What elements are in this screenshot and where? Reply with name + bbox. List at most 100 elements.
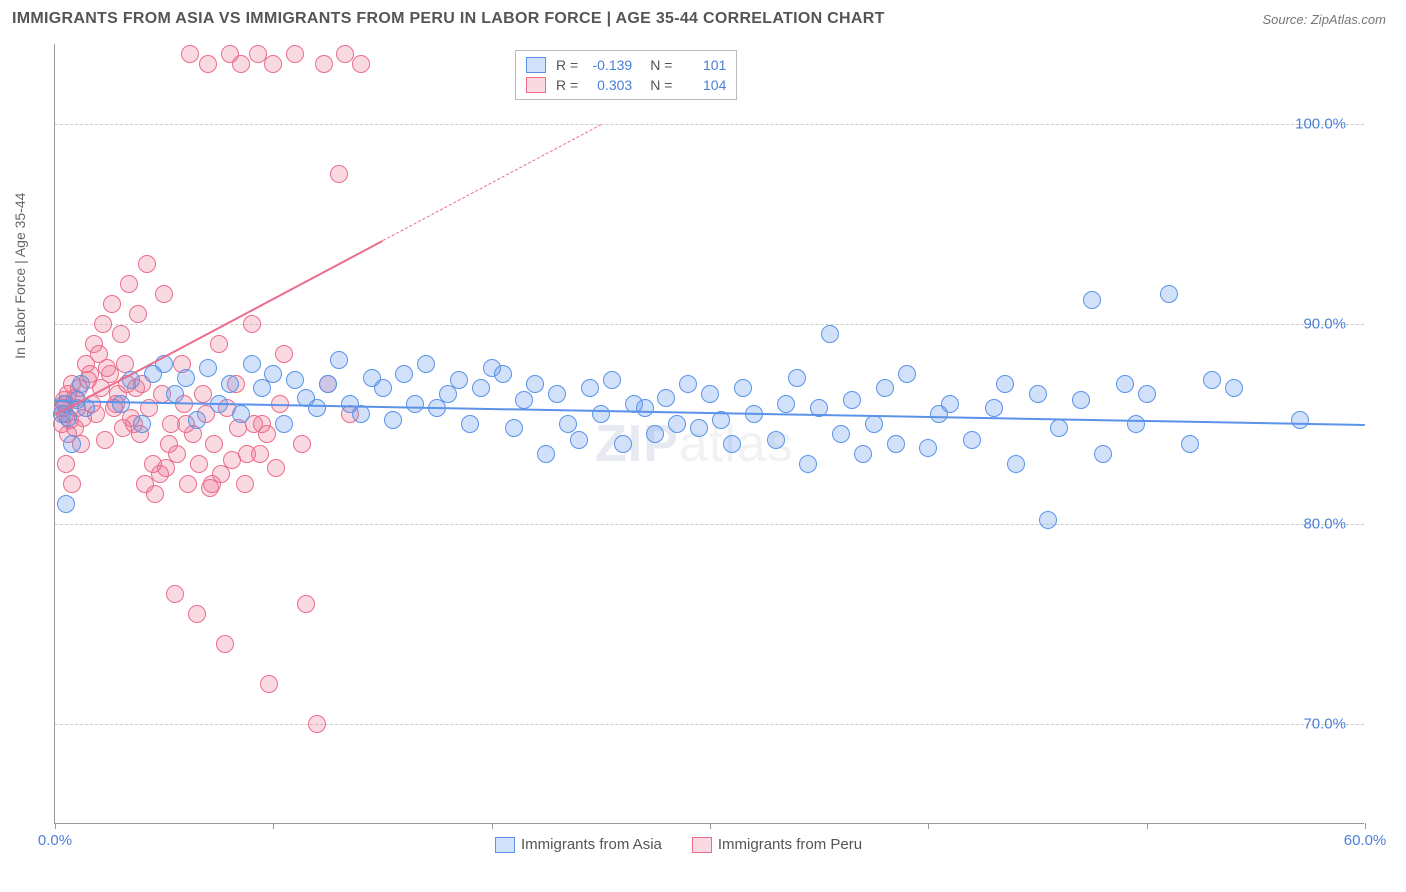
data-point-asia — [1072, 391, 1090, 409]
data-point-asia — [1127, 415, 1145, 433]
data-point-peru — [275, 345, 293, 363]
plot-area: ZIPatlas 70.0%80.0%90.0%100.0%0.0%60.0%R… — [54, 44, 1364, 824]
data-point-asia — [581, 379, 599, 397]
data-point-asia — [1094, 445, 1112, 463]
y-tick-label: 70.0% — [1303, 716, 1346, 733]
data-point-asia — [1116, 375, 1134, 393]
legend-swatch-peru — [526, 77, 546, 93]
correlation-legend: R =-0.139N =101R =0.303N =104 — [515, 50, 737, 100]
x-tick-label: 60.0% — [1344, 832, 1387, 849]
data-point-asia — [887, 435, 905, 453]
data-point-asia — [505, 419, 523, 437]
legend-item-asia: Immigrants from Asia — [495, 836, 662, 853]
data-point-asia — [734, 379, 752, 397]
series-legend: Immigrants from Asia Immigrants from Peru — [495, 836, 862, 853]
data-point-asia — [406, 395, 424, 413]
x-tick-mark — [492, 823, 493, 829]
data-point-asia — [876, 379, 894, 397]
data-point-asia — [614, 435, 632, 453]
x-tick-mark — [1147, 823, 1148, 829]
data-point-asia — [133, 415, 151, 433]
data-point-peru — [264, 55, 282, 73]
data-point-peru — [63, 475, 81, 493]
chart-container: In Labor Force | Age 35-44 ZIPatlas 70.0… — [12, 44, 1394, 864]
data-point-peru — [188, 605, 206, 623]
data-point-asia — [592, 405, 610, 423]
n-label: N = — [650, 57, 672, 73]
data-point-peru — [330, 165, 348, 183]
data-point-peru — [94, 315, 112, 333]
data-point-peru — [216, 635, 234, 653]
data-point-asia — [1083, 291, 1101, 309]
data-point-asia — [854, 445, 872, 463]
gridline-h — [55, 124, 1364, 125]
x-tick-mark — [273, 823, 274, 829]
data-point-asia — [548, 385, 566, 403]
data-point-asia — [668, 415, 686, 433]
r-value-asia: -0.139 — [584, 57, 632, 73]
data-point-asia — [112, 395, 130, 413]
x-tick-mark — [928, 823, 929, 829]
data-point-asia — [199, 359, 217, 377]
data-point-asia — [275, 415, 293, 433]
y-tick-label: 100.0% — [1295, 116, 1346, 133]
data-point-asia — [57, 495, 75, 513]
data-point-peru — [103, 295, 121, 313]
n-label: N = — [650, 77, 672, 93]
data-point-peru — [96, 431, 114, 449]
data-point-asia — [63, 435, 81, 453]
data-point-asia — [177, 369, 195, 387]
data-point-asia — [384, 411, 402, 429]
data-point-asia — [515, 391, 533, 409]
data-point-asia — [243, 355, 261, 373]
data-point-peru — [120, 275, 138, 293]
data-point-peru — [112, 325, 130, 343]
gridline-h — [55, 724, 1364, 725]
data-point-peru — [162, 415, 180, 433]
data-point-peru — [155, 285, 173, 303]
data-point-asia — [570, 431, 588, 449]
r-label: R = — [556, 77, 578, 93]
data-point-peru — [223, 451, 241, 469]
gridline-h — [55, 524, 1364, 525]
y-axis-label: In Labor Force | Age 35-44 — [12, 193, 28, 359]
data-point-peru — [251, 445, 269, 463]
x-tick-mark — [1365, 823, 1366, 829]
data-point-asia — [330, 351, 348, 369]
data-point-asia — [221, 375, 239, 393]
data-point-peru — [190, 455, 208, 473]
data-point-asia — [603, 371, 621, 389]
data-point-asia — [450, 371, 468, 389]
chart-title: IMMIGRANTS FROM ASIA VS IMMIGRANTS FROM … — [12, 10, 885, 28]
legend-label-asia: Immigrants from Asia — [521, 836, 662, 853]
data-point-peru — [57, 455, 75, 473]
data-point-peru — [293, 435, 311, 453]
data-point-asia — [777, 395, 795, 413]
data-point-asia — [799, 455, 817, 473]
data-point-asia — [232, 405, 250, 423]
legend-row-peru: R =0.303N =104 — [526, 75, 726, 95]
data-point-asia — [461, 415, 479, 433]
legend-label-peru: Immigrants from Peru — [718, 836, 862, 853]
data-point-peru — [129, 305, 147, 323]
data-point-asia — [537, 445, 555, 463]
data-point-peru — [267, 459, 285, 477]
data-point-peru — [166, 585, 184, 603]
n-value-peru: 104 — [678, 77, 726, 93]
data-point-peru — [308, 715, 326, 733]
data-point-peru — [315, 55, 333, 73]
data-point-peru — [232, 55, 250, 73]
x-tick-mark — [55, 823, 56, 829]
data-point-asia — [264, 365, 282, 383]
data-point-asia — [1138, 385, 1156, 403]
data-point-asia — [701, 385, 719, 403]
data-point-asia — [308, 399, 326, 417]
data-point-asia — [1203, 371, 1221, 389]
data-point-asia — [494, 365, 512, 383]
data-point-peru — [179, 475, 197, 493]
data-point-peru — [138, 255, 156, 273]
data-point-asia — [417, 355, 435, 373]
data-point-asia — [472, 379, 490, 397]
data-point-asia — [985, 399, 1003, 417]
data-point-asia — [788, 369, 806, 387]
